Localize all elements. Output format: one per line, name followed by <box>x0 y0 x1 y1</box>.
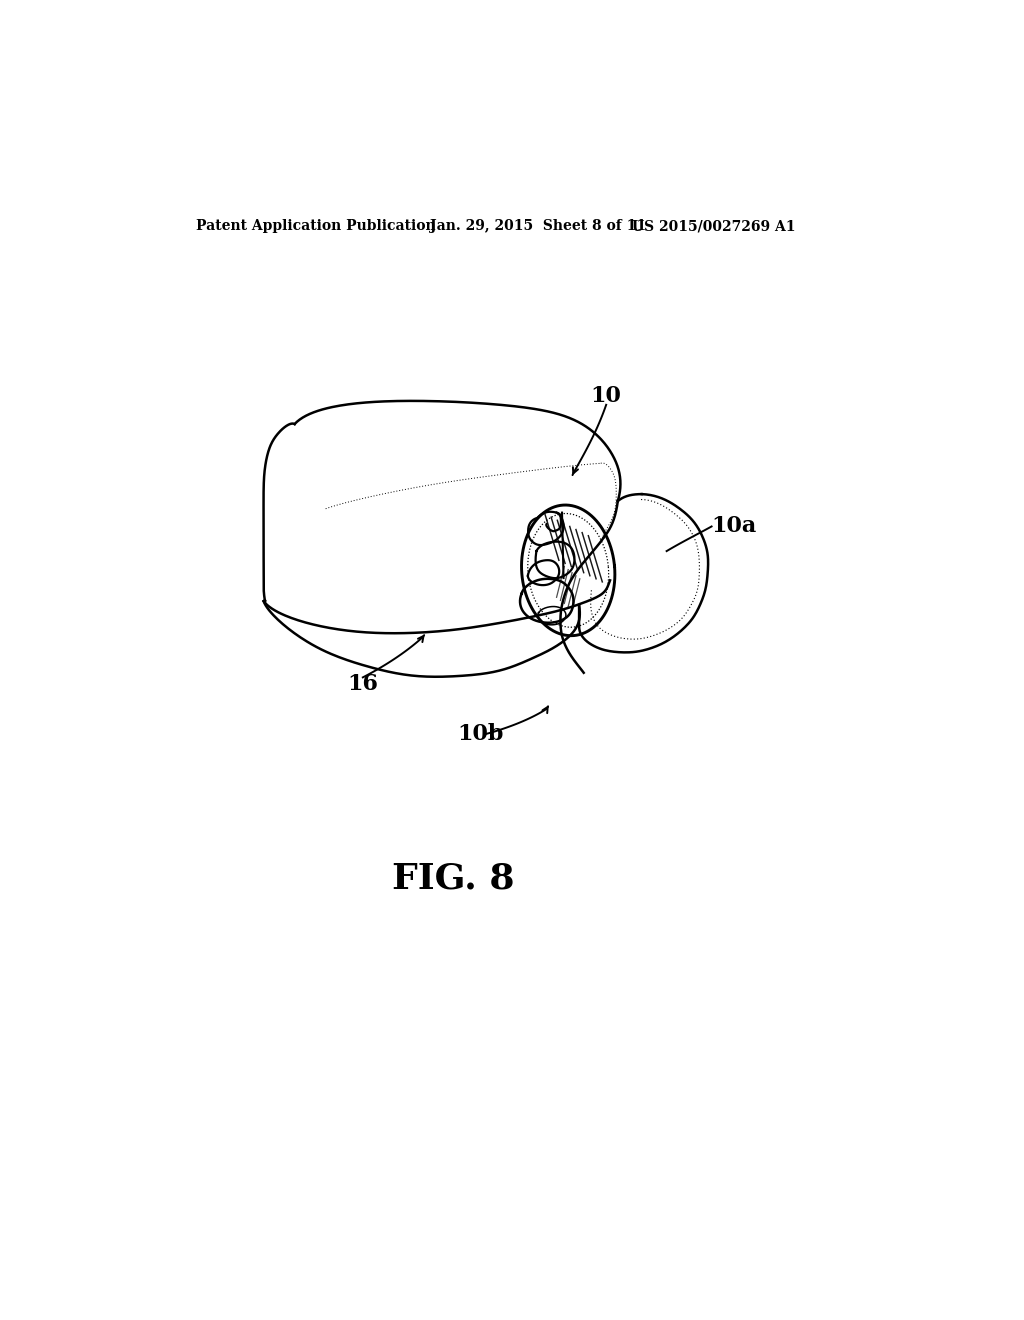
Text: FIG. 8: FIG. 8 <box>392 862 515 895</box>
Text: US 2015/0027269 A1: US 2015/0027269 A1 <box>632 219 796 234</box>
Text: Jan. 29, 2015  Sheet 8 of 11: Jan. 29, 2015 Sheet 8 of 11 <box>430 219 646 234</box>
Text: Patent Application Publication: Patent Application Publication <box>197 219 436 234</box>
Text: 10a: 10a <box>712 516 757 537</box>
Text: 16: 16 <box>347 673 378 694</box>
Text: 10: 10 <box>591 384 622 407</box>
Text: 10b: 10b <box>458 723 504 746</box>
